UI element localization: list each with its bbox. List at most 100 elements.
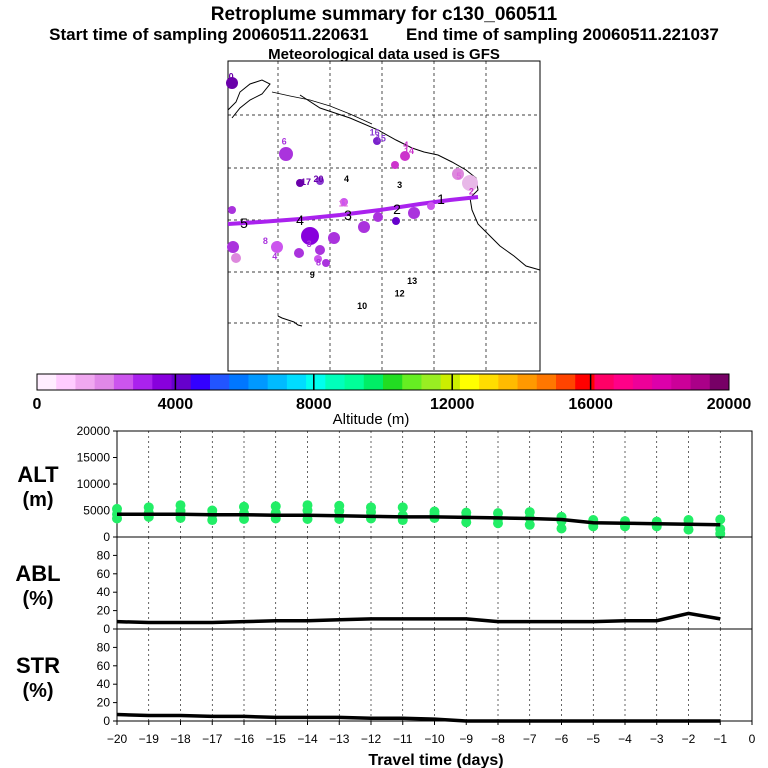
colorbar-swatch: [190, 374, 211, 390]
panel-ylabel-name: ALT: [17, 462, 59, 487]
map-plume-dot: [314, 255, 322, 263]
x-tick-label: −13: [329, 732, 350, 746]
map-cluster-label: 2: [469, 186, 474, 196]
colorbar-swatch: [248, 374, 269, 390]
panel-ylabel-unit: (m): [22, 489, 53, 511]
map-cluster-label: 12: [395, 289, 405, 299]
y-tick-label: 0: [103, 714, 110, 728]
colorbar-swatch: [286, 374, 307, 390]
x-tick-label: −18: [170, 732, 191, 746]
map-plume-dot: [228, 206, 236, 214]
coastline-north-america: [299, 94, 541, 271]
x-tick-label: −10: [424, 732, 445, 746]
map-plume-dot: [391, 161, 399, 169]
y-tick-label: 40: [97, 585, 111, 599]
map-plume-dot: [340, 198, 348, 206]
colorbar-swatch: [363, 374, 384, 390]
trajectory-labels: 5 4 3 2 1: [240, 191, 445, 231]
panel-ylabel-name: STR: [16, 653, 60, 678]
y-tick-label: 60: [97, 567, 111, 581]
altitude-point: [334, 506, 345, 517]
colorbar-swatch: [306, 374, 326, 390]
map-cluster-label: 4: [344, 174, 349, 184]
map-cluster-label: 20: [313, 174, 323, 184]
map-dots: [226, 77, 478, 267]
y-tick-label: 80: [97, 548, 111, 562]
colorbar-swatch: [613, 374, 634, 390]
coastline-aleutians: [271, 91, 373, 125]
chart-title: Retroplume summary for c130_060511: [210, 4, 558, 25]
panel-ylabel-unit: (%): [22, 680, 53, 702]
mean-altitude-line: [117, 512, 721, 527]
map-cluster-label: 3: [307, 239, 312, 249]
colorbar-swatch: [479, 374, 499, 390]
map-cluster-label: 5: [456, 171, 461, 181]
colorbar-swatch: [517, 374, 538, 390]
colorbar-swatch: [671, 374, 692, 390]
altitude-colorbar: 0 4000 8000 12000 16000 20000: [33, 373, 752, 413]
colorbar-swatch: [498, 374, 519, 390]
colorbar-swatch: [556, 374, 576, 390]
map-plume-dot: [294, 248, 304, 258]
map-cluster-label: 8: [263, 236, 268, 246]
colorbar-swatch: [56, 374, 76, 390]
map-plume-dot: [373, 137, 381, 145]
colorbar-tick-label: 20000: [707, 396, 752, 413]
map-frame: [227, 60, 541, 372]
y-tick-label: 15000: [77, 451, 111, 465]
x-tick-label: −11: [393, 732, 413, 746]
map-cluster-label: 3: [397, 180, 402, 190]
map-cluster-label: 10: [357, 301, 367, 311]
altitude-point: [715, 514, 726, 525]
x-tick-label: −20: [107, 732, 128, 746]
map-plume-dot: [296, 179, 304, 187]
map-cluster-label: 6: [282, 137, 287, 147]
x-tick-label: −15: [266, 732, 287, 746]
altitude-point: [493, 518, 503, 529]
map-grid: [228, 61, 540, 371]
x-tick-label: −7: [523, 732, 537, 746]
map-plume-dot: [358, 221, 370, 233]
map-plume-dot: [316, 177, 324, 185]
y-tick-label: 10000: [77, 477, 111, 491]
colorbar-swatch: [402, 374, 422, 390]
colorbar-tick-label: 0: [33, 396, 42, 413]
map-cluster-label: 0: [229, 72, 234, 82]
x-axis: −20 −19 −18 −17 −16 −15 −14 −13 −12 −11 −10 −9 −8 −7−…: [107, 721, 756, 746]
map-cluster-label: 14: [404, 146, 414, 156]
x-tick-label: 0: [749, 732, 756, 746]
sampling-times: Start time of sampling 20060511.220631 E…: [0, 25, 768, 45]
map-cluster-label: 11: [339, 199, 349, 209]
map-cluster-label: 4: [272, 251, 277, 261]
map-cluster-label: 17: [301, 177, 311, 187]
trajectory-day-label: 5: [240, 215, 248, 231]
colorbar-tick-label: 12000: [430, 396, 475, 413]
colorbar-swatch: [94, 374, 115, 390]
map-plume-dot: [373, 212, 383, 222]
panel-ylabel-name: ABL: [15, 561, 60, 586]
colorbar-swatch: [210, 374, 230, 390]
altitude-point: [207, 515, 218, 526]
map-plume-dot: [226, 77, 238, 89]
colorbar-tick-label: 16000: [568, 396, 613, 413]
map-plume-dot: [227, 241, 239, 253]
x-axis-title: Travel time (days): [368, 752, 503, 768]
colorbar-swatch: [152, 374, 173, 390]
map-plume-dot: [271, 241, 283, 253]
map-plume-dot: [392, 217, 400, 225]
x-tick-label: −19: [139, 732, 160, 746]
colorbar-swatch: [652, 374, 672, 390]
x-tick-label: −1: [713, 732, 727, 746]
x-tick-label: −4: [618, 732, 632, 746]
panel-ylabel-unit: (%): [22, 588, 53, 610]
map-cluster-label: 8: [316, 258, 321, 268]
x-tick-label: −2: [682, 732, 696, 746]
colorbar-swatch: [459, 374, 480, 390]
x-tick-label: −17: [202, 732, 223, 746]
colorbar-swatch: [632, 374, 653, 390]
map-plume-dot: [301, 227, 319, 245]
colorbar-tick-label: 8000: [296, 396, 332, 413]
colorbar-swatch: [594, 374, 615, 390]
